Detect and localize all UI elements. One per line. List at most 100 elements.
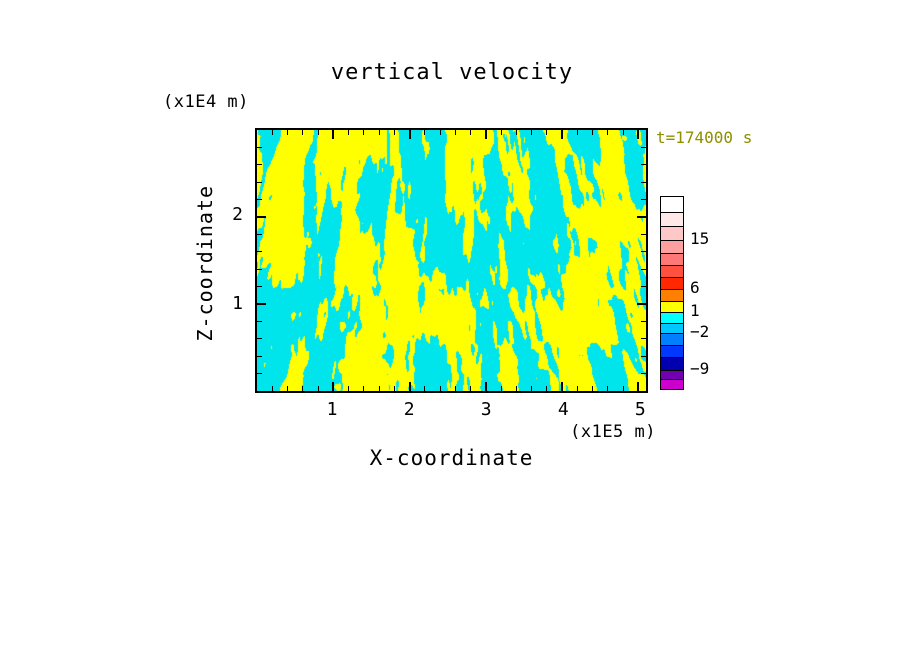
- colorbar-segment: [661, 345, 683, 357]
- colorbar-segment: [661, 357, 683, 370]
- tick-mark: [393, 386, 395, 391]
- tick-mark: [592, 386, 594, 391]
- tick-mark: [641, 164, 646, 166]
- tick-mark: [348, 386, 350, 391]
- x-tick-label: 1: [326, 399, 338, 420]
- tick-mark: [641, 338, 646, 340]
- tick-mark: [641, 146, 646, 148]
- velocity-field-canvas: [257, 130, 646, 391]
- tick-mark: [470, 130, 472, 135]
- x-unit-label: (x1E5 m): [570, 422, 656, 442]
- tick-mark: [641, 286, 646, 288]
- tick-mark: [439, 130, 441, 135]
- tick-mark: [641, 199, 646, 201]
- x-tick-label: 4: [557, 399, 569, 420]
- colorbar-segment: [661, 212, 683, 226]
- tick-mark: [424, 386, 426, 391]
- tick-mark: [332, 130, 335, 139]
- tick-mark: [484, 130, 487, 139]
- x-tick-label: 2: [403, 399, 415, 420]
- tick-mark: [515, 386, 517, 391]
- colorbar-segment: [661, 312, 683, 323]
- time-label: t=174000 s: [656, 128, 753, 147]
- tick-mark: [257, 251, 262, 253]
- tick-mark: [622, 130, 624, 135]
- tick-mark: [302, 130, 304, 135]
- tick-mark: [531, 386, 533, 391]
- colorbar: [660, 196, 684, 390]
- tick-mark: [363, 130, 365, 135]
- tick-mark: [641, 233, 646, 235]
- tick-mark: [257, 199, 262, 201]
- tick-mark: [531, 130, 533, 135]
- tick-mark: [257, 303, 266, 305]
- tick-mark: [257, 320, 262, 322]
- tick-mark: [271, 130, 273, 135]
- colorbar-segment: [661, 301, 683, 312]
- tick-mark: [317, 130, 319, 135]
- tick-mark: [484, 382, 487, 391]
- chart-title: vertical velocity: [330, 60, 574, 85]
- tick-mark: [454, 386, 456, 391]
- tick-mark: [607, 386, 609, 391]
- tick-mark: [641, 355, 646, 357]
- colorbar-segment: [661, 277, 683, 289]
- tick-mark: [257, 286, 262, 288]
- colorbar-label: 1: [690, 301, 700, 320]
- colorbar-segment: [661, 240, 683, 253]
- tick-mark: [348, 130, 350, 135]
- colorbar-label: 15: [690, 229, 710, 248]
- tick-mark: [257, 268, 262, 270]
- tick-mark: [257, 233, 262, 235]
- y-tick-label: 2: [232, 204, 243, 226]
- colorbar-label: −9: [690, 358, 710, 378]
- tick-mark: [287, 386, 288, 391]
- tick-mark: [378, 386, 380, 391]
- tick-mark: [302, 386, 304, 391]
- tick-mark: [363, 386, 365, 391]
- tick-mark: [378, 130, 380, 135]
- colorbar-label: −2: [690, 321, 710, 341]
- tick-mark: [576, 130, 578, 135]
- y-tick-label: 1: [232, 292, 243, 314]
- y-unit-label: (x1E4 m): [163, 92, 249, 112]
- tick-mark: [592, 130, 594, 135]
- colorbar-segment: [661, 197, 683, 212]
- colorbar-segment: [661, 379, 683, 389]
- tick-mark: [424, 130, 426, 135]
- tick-mark: [641, 320, 646, 322]
- colorbar-segment: [661, 253, 683, 265]
- tick-mark: [607, 130, 609, 135]
- tick-mark: [641, 268, 646, 270]
- tick-mark: [257, 216, 266, 218]
- colorbar-segment: [661, 289, 683, 301]
- colorbar-segment: [661, 323, 683, 333]
- colorbar-label: 6: [690, 277, 700, 297]
- tick-mark: [546, 130, 548, 135]
- tick-mark: [641, 373, 646, 375]
- tick-mark: [287, 130, 288, 135]
- tick-mark: [500, 130, 502, 135]
- tick-mark: [637, 216, 646, 218]
- colorbar-segment: [661, 370, 683, 379]
- tick-mark: [641, 251, 646, 253]
- x-tick-label: 3: [480, 399, 492, 420]
- tick-mark: [271, 386, 273, 391]
- plot-area: [255, 128, 648, 393]
- colorbar-segment: [661, 333, 683, 345]
- tick-mark: [257, 355, 262, 357]
- tick-mark: [257, 164, 262, 166]
- tick-mark: [408, 130, 411, 139]
- tick-mark: [257, 146, 262, 148]
- tick-mark: [317, 386, 319, 391]
- tick-mark: [393, 130, 395, 135]
- tick-mark: [622, 386, 624, 391]
- tick-mark: [546, 386, 548, 391]
- tick-mark: [408, 382, 411, 391]
- x-axis-label: X-coordinate: [369, 446, 534, 470]
- tick-mark: [637, 130, 640, 139]
- tick-mark: [515, 130, 517, 135]
- colorbar-segment: [661, 226, 683, 240]
- tick-mark: [576, 386, 578, 391]
